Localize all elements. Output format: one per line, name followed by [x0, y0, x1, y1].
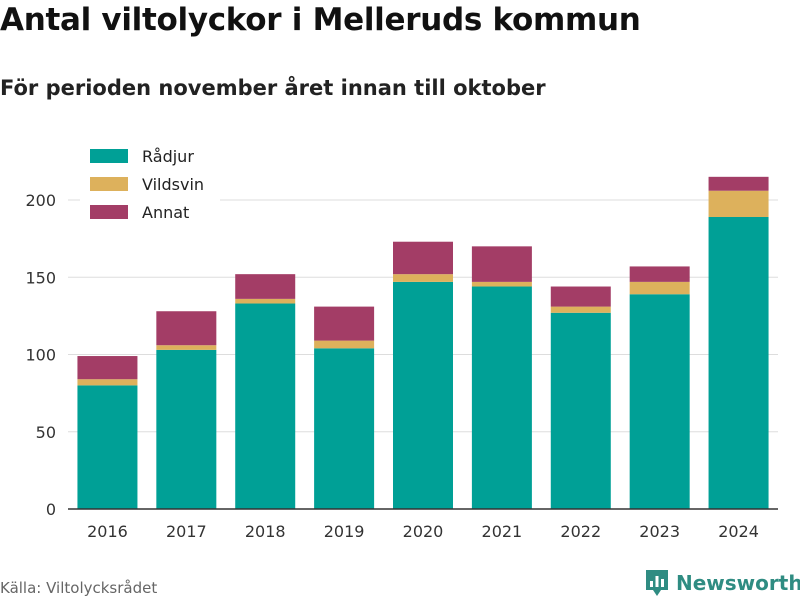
bar-segment-vildsvin [393, 274, 453, 282]
brand-logo: Newsworthy [644, 568, 800, 598]
brand-name: Newsworthy [676, 571, 800, 595]
legend: Rådjur Vildsvin Annat [80, 140, 220, 230]
x-tick-label: 2019 [324, 522, 365, 541]
legend-swatch [90, 149, 128, 163]
legend-swatch [90, 177, 128, 191]
y-tick-label: 100 [25, 346, 56, 365]
x-tick-label: 2021 [482, 522, 523, 541]
legend-swatch [90, 205, 128, 219]
x-tick-label: 2016 [87, 522, 128, 541]
bar-segment-vildsvin [550, 306, 611, 313]
bar-segment-vildsvin [235, 298, 296, 304]
stacked-bar-chart: 0 50 100 150 200 2016 2017 2018 2019 2020 2021 202… [25, 140, 778, 541]
bar-segment-annat [156, 311, 217, 346]
bar-segment-vildsvin [629, 281, 690, 295]
bar-segment-rådjur [156, 349, 217, 509]
bar-segment-rådjur [314, 348, 375, 509]
bar-segment-annat [708, 176, 769, 191]
legend-label: Annat [142, 203, 189, 222]
bar-segment-annat [550, 286, 611, 307]
y-tick-labels: 0 50 100 150 200 [25, 191, 56, 519]
bar-chart-icon [646, 570, 668, 596]
bar-segment-rådjur [235, 303, 296, 509]
legend-label: Rådjur [142, 147, 194, 166]
bar-segment-annat [235, 274, 296, 299]
bar-segment-vildsvin [156, 345, 217, 350]
bar-segment-vildsvin [471, 281, 532, 287]
x-tick-label: 2022 [560, 522, 601, 541]
x-tick-label: 2018 [245, 522, 286, 541]
bar-segment-vildsvin [77, 379, 138, 386]
bar-segment-annat [77, 356, 138, 380]
x-tick-label: 2020 [403, 522, 444, 541]
x-tick-labels: 2016 2017 2018 2019 2020 2021 2022 2023 2024 [87, 522, 759, 541]
source-note: Källa: Viltolycksrådet [0, 579, 158, 597]
bar-segment-rådjur [629, 294, 690, 509]
bar-segment-rådjur [393, 281, 453, 509]
y-tick-label: 150 [25, 268, 56, 287]
chart-subtitle: För perioden november året innan till ok… [0, 76, 546, 100]
bar-segment-rådjur [550, 312, 611, 509]
bar-segment-vildsvin [314, 340, 375, 349]
chart-title: Antal viltolyckor i Melleruds kommun [0, 2, 641, 38]
bars [77, 176, 769, 509]
bar-segment-annat [471, 246, 532, 282]
bar-segment-annat [393, 241, 453, 275]
bar-segment-annat [314, 306, 375, 341]
bar-segment-annat [629, 266, 690, 282]
y-tick-label: 0 [46, 500, 56, 519]
bar-segment-rådjur [708, 216, 769, 509]
bar-segment-rådjur [77, 385, 138, 509]
x-tick-label: 2023 [639, 522, 680, 541]
bar-segment-vildsvin [708, 190, 769, 217]
x-tick-label: 2017 [166, 522, 207, 541]
legend-label: Vildsvin [142, 175, 204, 194]
x-tick-label: 2024 [718, 522, 759, 541]
y-tick-label: 200 [25, 191, 56, 210]
bar-segment-rådjur [471, 286, 532, 509]
y-tick-label: 50 [36, 423, 56, 442]
